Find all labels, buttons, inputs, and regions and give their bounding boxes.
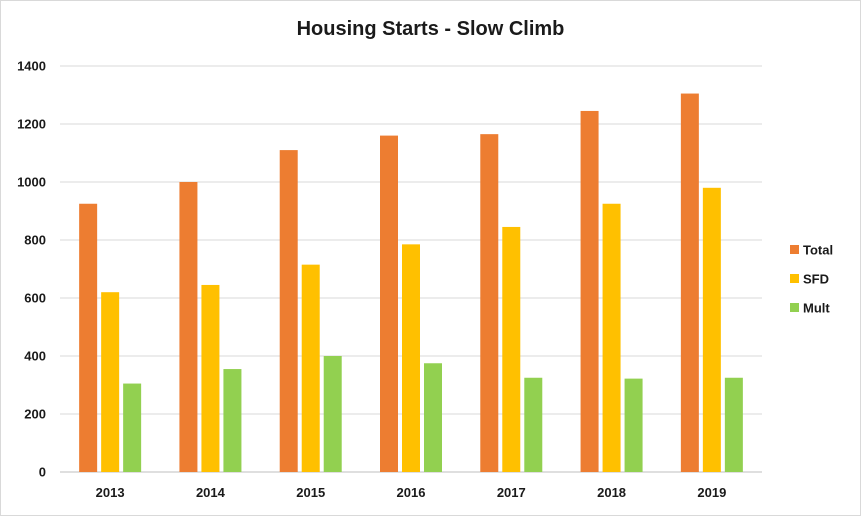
legend-label-total: Total	[803, 243, 833, 258]
x-tick-label: 2019	[697, 485, 726, 500]
legend-label-sfd: SFD	[803, 272, 829, 287]
bar-sfd-2017	[502, 226, 521, 472]
x-axis-ticks: 2013 2014 2015 2016 2017 2018 2019	[96, 485, 727, 500]
bar-mult-2018	[624, 378, 643, 472]
bar-total-2017	[480, 134, 499, 472]
legend-label-mult: Mult	[803, 301, 830, 316]
x-tick-label: 2016	[397, 485, 426, 500]
bar-mult-2013	[123, 383, 142, 472]
y-tick-label: 400	[24, 349, 46, 364]
legend-swatch-mult	[790, 303, 799, 312]
bar-sfd-2014	[201, 284, 220, 472]
bar-sfd-2016	[402, 244, 420, 472]
y-tick-label: 1400	[17, 59, 46, 74]
y-tick-label: 0	[39, 465, 46, 480]
bars	[79, 93, 743, 473]
bar-total-2018	[580, 110, 599, 472]
legend: Total SFD Mult	[790, 243, 833, 316]
y-tick-label: 600	[24, 291, 46, 306]
x-tick-label: 2018	[597, 485, 626, 500]
bar-mult-2015	[323, 356, 342, 472]
y-tick-label: 800	[24, 233, 46, 248]
legend-swatch-total	[790, 245, 799, 254]
bar-mult-2014	[223, 369, 242, 472]
chart-title: Housing Starts - Slow Climb	[296, 18, 565, 40]
y-tick-label: 200	[24, 407, 46, 422]
bar-total-2014	[179, 182, 198, 472]
bar-total-2013	[79, 203, 98, 472]
bar-mult-2016	[424, 363, 442, 472]
bar-total-2016	[380, 135, 398, 472]
bar-sfd-2019	[702, 187, 721, 473]
bar-sfd-2018	[602, 203, 621, 472]
bar-total-2019	[680, 93, 699, 473]
bar-mult-2017	[524, 377, 543, 472]
x-tick-label: 2017	[497, 485, 526, 500]
x-tick-label: 2014	[196, 485, 226, 500]
x-tick-label: 2015	[296, 485, 325, 500]
y-axis-ticks: 0 200 400 600 800 1000 1200 1400	[17, 59, 46, 480]
bar-mult-2019	[724, 377, 743, 472]
bar-sfd-2015	[301, 264, 320, 472]
bar-total-2015	[279, 150, 298, 472]
x-tick-label: 2013	[96, 485, 125, 500]
bar-sfd-2013	[101, 292, 120, 472]
y-tick-label: 1000	[17, 175, 46, 190]
y-tick-label: 1200	[17, 117, 46, 132]
legend-swatch-sfd	[790, 274, 799, 283]
